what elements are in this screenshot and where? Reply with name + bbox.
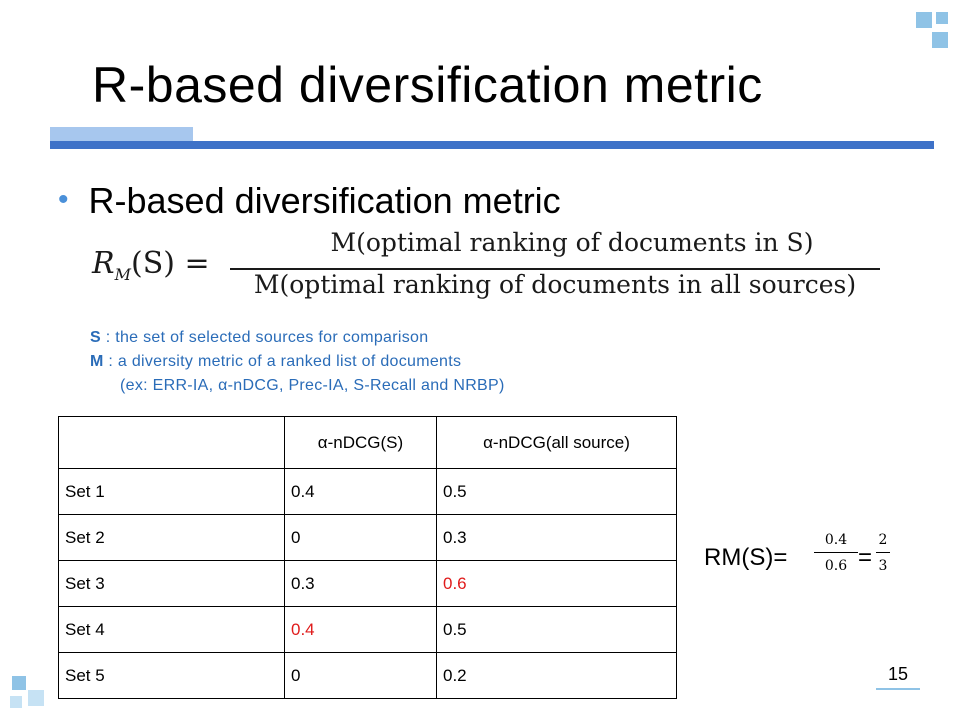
row-label: Set 5 [58, 652, 285, 699]
decor-square [936, 12, 948, 24]
table-header-cell: α-nDCG(S) [284, 416, 437, 469]
rm-fraction-2-numerator: 2 [878, 532, 888, 548]
formula-lhs-sub: M [114, 265, 131, 284]
row-label: Set 3 [58, 560, 285, 607]
formula-denominator: M(optimal ranking of documents in all so… [253, 270, 857, 299]
slide-title: R-based diversification metric [92, 57, 763, 113]
page-number: 15 [887, 664, 909, 684]
rm-equals: = [858, 544, 873, 571]
rm-fraction-2-line [876, 552, 890, 553]
cell-ndcg-all: 0.2 [436, 652, 677, 699]
formula-fraction-line [230, 268, 880, 270]
definition-s-key: S [90, 329, 101, 346]
row-label: Set 2 [58, 514, 285, 561]
formula: RM(S) = M(optimal ranking of documents i… [92, 228, 892, 308]
title-underline [50, 141, 934, 149]
rm-fraction-1-denominator: 0.6 [824, 558, 848, 574]
definition-s-desc: : the set of selected sources for compar… [100, 329, 429, 346]
formula-lhs: RM(S) = [92, 246, 210, 284]
table-header-cell: α-nDCG(all source) [436, 416, 677, 469]
table-header-cell [58, 416, 285, 469]
table-row: Set 1 0.4 0.5 [58, 468, 677, 515]
page-number-underline [876, 688, 920, 690]
cell-ndcg-all-highlighted: 0.6 [436, 560, 677, 607]
cell-ndcg-all: 0.5 [436, 468, 677, 515]
formula-lhs-rest: (S) = [130, 246, 210, 281]
rm-label: RM(S)= [704, 544, 788, 571]
results-table: α-nDCG(S) α-nDCG(all source) Set 1 0.4 0… [58, 416, 677, 699]
decor-square [932, 32, 948, 48]
cell-ndcg-s: 0 [284, 514, 437, 561]
definitions: S : the set of selected sources for comp… [90, 326, 505, 398]
rm-fraction-1-line [814, 552, 858, 553]
row-label: Set 1 [58, 468, 285, 515]
definition-m-examples: (ex: ERR-IA, α-nDCG, Prec-IA, S-Recall a… [120, 377, 505, 394]
cell-ndcg-s: 0 [284, 652, 437, 699]
formula-numerator: M(optimal ranking of documents in S) [330, 228, 814, 257]
table-row: Set 5 0 0.2 [58, 652, 677, 699]
table-row: Set 4 0.4 0.5 [58, 606, 677, 653]
rm-fraction-1-numerator: 0.4 [824, 532, 848, 548]
definition-s: S : the set of selected sources for comp… [90, 326, 505, 350]
cell-ndcg-s: 0.3 [284, 560, 437, 607]
cell-ndcg-s: 0.4 [284, 468, 437, 515]
cell-ndcg-all: 0.3 [436, 514, 677, 561]
table-header-row: α-nDCG(S) α-nDCG(all source) [58, 416, 677, 469]
cell-ndcg-s-highlighted: 0.4 [284, 606, 437, 653]
decor-square [28, 690, 44, 706]
cell-ndcg-all: 0.5 [436, 606, 677, 653]
rm-fraction-1: 0.4 0.6 [814, 528, 858, 577]
decor-square [10, 696, 22, 708]
decor-square [916, 12, 932, 28]
row-label: Set 4 [58, 606, 285, 653]
bullet-dot-icon: • [58, 183, 69, 216]
formula-lhs-main: R [92, 246, 115, 281]
rm-fraction-2-denominator: 3 [878, 558, 888, 574]
table-row: Set 2 0 0.3 [58, 514, 677, 561]
bullet-item: • R-based diversification metric [58, 180, 561, 222]
definition-m-desc: : a diversity metric of a ranked list of… [103, 353, 462, 370]
title-underline-accent [50, 127, 193, 143]
definition-m-key: M [90, 353, 104, 370]
rm-fraction-2: 2 3 [876, 528, 890, 577]
bullet-text: R-based diversification metric [88, 180, 561, 221]
decor-square [12, 676, 26, 690]
definition-m: M : a diversity metric of a ranked list … [90, 350, 505, 374]
table-row: Set 3 0.3 0.6 [58, 560, 677, 607]
rm-result: RM(S)= 0.4 0.6 = 2 3 [704, 528, 904, 588]
